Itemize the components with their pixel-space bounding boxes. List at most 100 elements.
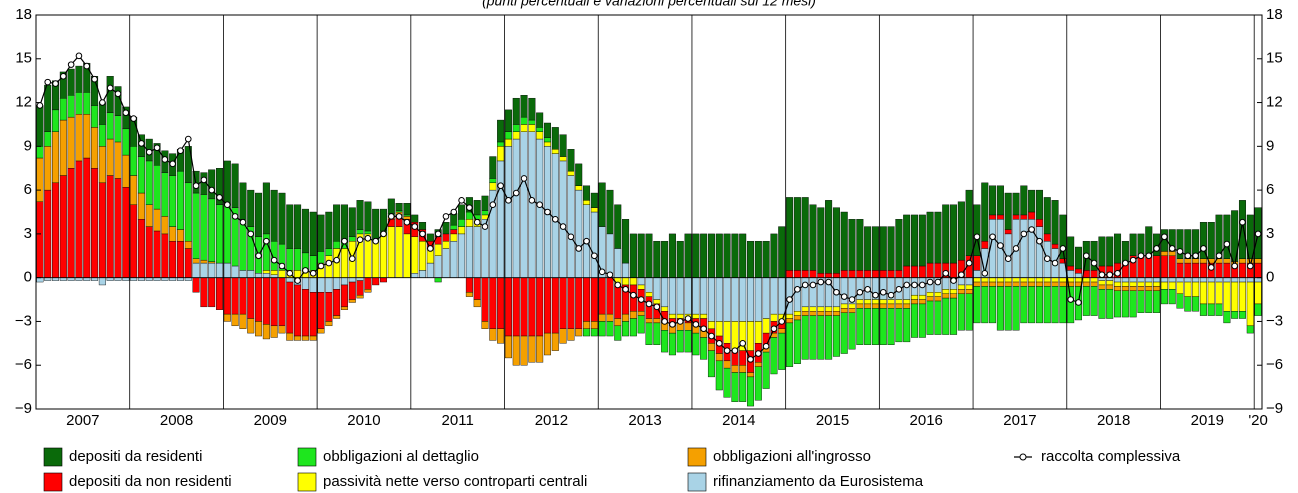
bar-segment bbox=[661, 240, 669, 278]
bar-segment bbox=[83, 277, 91, 281]
bar-segment bbox=[122, 128, 130, 156]
total-point bbox=[75, 52, 83, 60]
bar-segment bbox=[1098, 236, 1106, 267]
total-point bbox=[583, 237, 590, 245]
bar-segment bbox=[1059, 286, 1067, 324]
bar-segment bbox=[1254, 303, 1262, 316]
bar-segment bbox=[551, 127, 559, 150]
total-point bbox=[364, 234, 372, 242]
bar-segment bbox=[231, 277, 239, 315]
total-point bbox=[388, 213, 395, 220]
bar-segment bbox=[1223, 311, 1231, 324]
bar-segment bbox=[403, 203, 411, 216]
bar-segment bbox=[145, 226, 153, 278]
bar-segment bbox=[864, 303, 872, 309]
bar-segment bbox=[840, 211, 848, 271]
bar-segment bbox=[294, 204, 302, 249]
bar-segment bbox=[989, 214, 997, 220]
bar-segment bbox=[106, 138, 114, 176]
bar-segment bbox=[1129, 290, 1137, 318]
bar-segment bbox=[98, 182, 106, 278]
bar-segment bbox=[36, 157, 44, 202]
bar-segment bbox=[262, 324, 270, 340]
bar-segment bbox=[879, 299, 887, 305]
bar-segment bbox=[1215, 277, 1223, 283]
total-point bbox=[598, 268, 606, 276]
total-point bbox=[83, 62, 91, 70]
bar-segment bbox=[942, 289, 950, 294]
bar-segment bbox=[504, 131, 512, 140]
bar-segment bbox=[137, 277, 145, 281]
bar-segment bbox=[551, 149, 559, 154]
total-point bbox=[739, 340, 747, 347]
bar-segment bbox=[551, 277, 559, 334]
bar-segment bbox=[317, 292, 325, 329]
bar-segment bbox=[622, 277, 630, 286]
bar-segment bbox=[770, 337, 778, 375]
bar-segment bbox=[176, 229, 184, 242]
bar-segment bbox=[700, 313, 708, 319]
bar-segment bbox=[661, 306, 669, 312]
bar-segment bbox=[1145, 286, 1153, 291]
bar-segment bbox=[1067, 265, 1075, 271]
total-point bbox=[551, 215, 559, 223]
bar-segment bbox=[106, 175, 114, 278]
bar-segment bbox=[715, 233, 723, 278]
bar-segment bbox=[169, 240, 177, 278]
bar-segment bbox=[340, 204, 348, 242]
y2-tick-label: 0 bbox=[1266, 269, 1274, 286]
total-point bbox=[434, 230, 442, 238]
bar-segment bbox=[918, 294, 926, 300]
bar-segment bbox=[559, 328, 567, 344]
bar-segment bbox=[184, 277, 192, 281]
bar-segment bbox=[1012, 281, 1020, 287]
bar-segment bbox=[762, 351, 770, 389]
bar-segment bbox=[1098, 284, 1106, 290]
bar-segment bbox=[442, 248, 450, 278]
bar-segment bbox=[122, 277, 130, 281]
bar-segment bbox=[879, 277, 887, 300]
bar-segment bbox=[1051, 243, 1059, 249]
bar-segment bbox=[1238, 281, 1246, 312]
bar-segment bbox=[668, 313, 676, 319]
bar-segment bbox=[309, 292, 317, 337]
bar-segment bbox=[973, 204, 981, 256]
bar-segment bbox=[567, 149, 575, 172]
bar-segment bbox=[598, 277, 606, 315]
bar-segment bbox=[942, 293, 950, 299]
bar-segment bbox=[934, 300, 942, 335]
total-point bbox=[372, 237, 379, 245]
total-point bbox=[263, 237, 270, 245]
bar-segment bbox=[653, 299, 661, 305]
bar-segment bbox=[684, 233, 692, 278]
bar-segment bbox=[497, 328, 505, 344]
total-point bbox=[1239, 218, 1246, 226]
total-point bbox=[1176, 248, 1184, 255]
bar-segment bbox=[1238, 258, 1246, 264]
total-point bbox=[700, 325, 707, 333]
bar-segment bbox=[864, 308, 872, 345]
total-point bbox=[1114, 269, 1121, 277]
bar-segment bbox=[1254, 281, 1262, 305]
bar-segment bbox=[91, 277, 99, 281]
bar-segment bbox=[957, 284, 965, 290]
bar-segment bbox=[707, 277, 715, 322]
bar-segment bbox=[278, 270, 286, 278]
bar-segment bbox=[1223, 258, 1231, 264]
bar-segment bbox=[965, 284, 973, 290]
bar-segment bbox=[910, 265, 919, 278]
bar-segment bbox=[1106, 284, 1114, 290]
bar-segment bbox=[442, 222, 450, 235]
total-point bbox=[52, 80, 59, 87]
bar-segment bbox=[840, 303, 848, 309]
bar-segment bbox=[1043, 197, 1051, 235]
total-point bbox=[809, 281, 817, 289]
bar-segment bbox=[184, 240, 192, 249]
bar-segment bbox=[504, 109, 512, 132]
bar-segment bbox=[848, 312, 856, 350]
total-point bbox=[419, 230, 426, 238]
total-point bbox=[630, 291, 637, 299]
bar-segment bbox=[301, 289, 309, 337]
bar-segment bbox=[1012, 277, 1020, 283]
